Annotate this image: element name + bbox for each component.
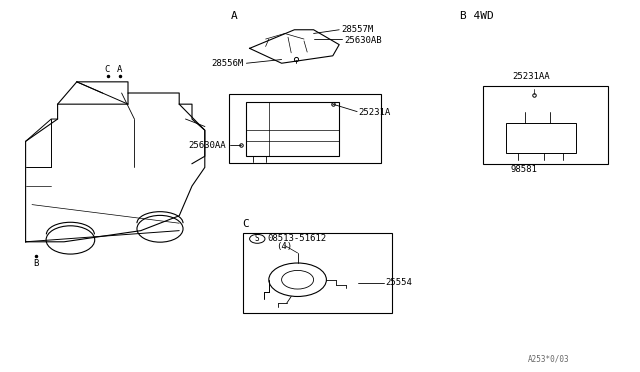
Bar — [246, 102, 339, 156]
Text: A253*0/03: A253*0/03 — [528, 355, 570, 363]
Text: B: B — [33, 259, 38, 268]
Text: 25630AB: 25630AB — [344, 36, 382, 45]
Text: A: A — [230, 11, 237, 20]
Text: 98581: 98581 — [511, 165, 538, 174]
Text: 25554: 25554 — [385, 278, 412, 287]
Text: B 4WD: B 4WD — [460, 11, 493, 20]
Bar — [243, 233, 392, 313]
Bar — [483, 86, 608, 164]
Bar — [506, 123, 576, 153]
Text: 28557M: 28557M — [341, 25, 373, 34]
Text: (4): (4) — [276, 242, 292, 251]
Text: 28556M: 28556M — [211, 60, 243, 68]
Text: 25231AA: 25231AA — [512, 72, 550, 81]
Text: C: C — [104, 65, 109, 74]
Text: 08513-51612: 08513-51612 — [268, 234, 326, 243]
Text: 25231A: 25231A — [358, 108, 390, 117]
Text: S: S — [255, 234, 260, 243]
Bar — [229, 94, 381, 163]
Text: A: A — [117, 65, 122, 74]
Text: 25630AA: 25630AA — [189, 141, 227, 150]
Text: C: C — [242, 219, 249, 229]
